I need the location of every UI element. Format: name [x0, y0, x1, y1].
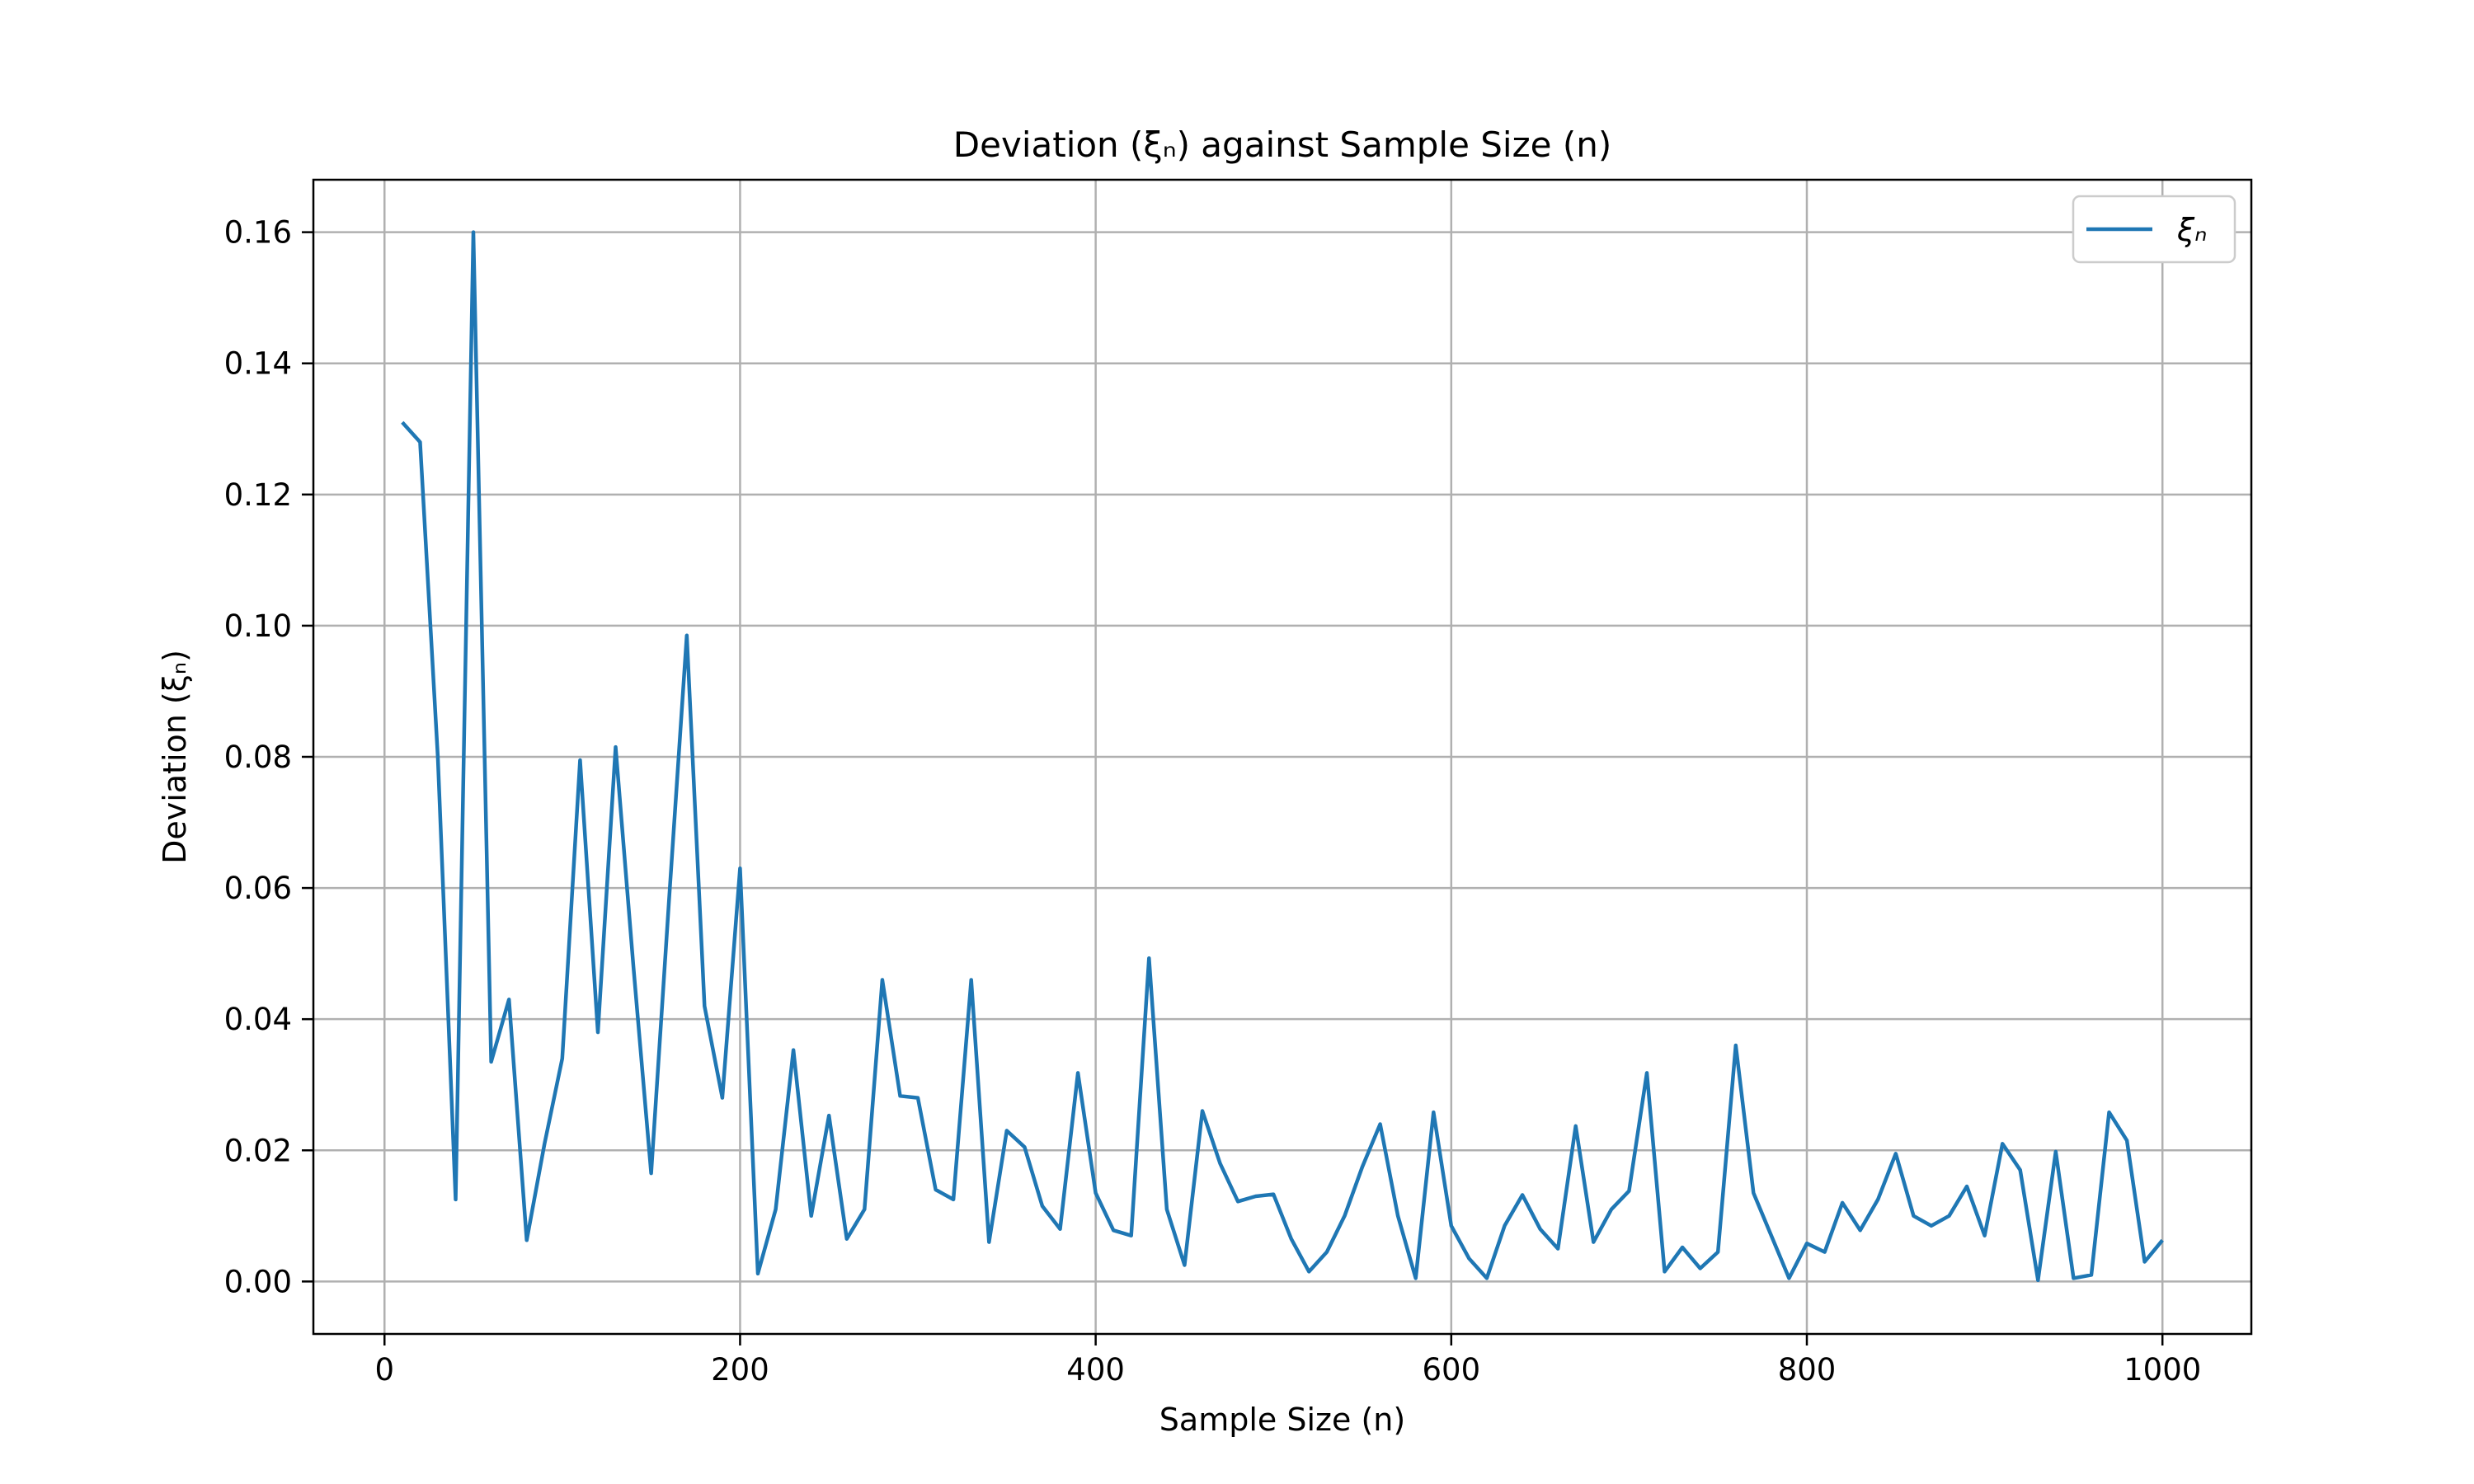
x-tick-label: 0	[374, 1352, 394, 1388]
legend-box	[2072, 195, 2236, 264]
y-tick-label: 0.06	[224, 871, 292, 906]
series-layer	[401, 230, 2164, 1283]
x-tick-label: 1000	[2124, 1352, 2201, 1388]
y-tick-label: 0.02	[224, 1133, 292, 1168]
y-tick-label: 0.16	[224, 215, 292, 251]
y-tick-label: 0.14	[224, 346, 292, 382]
y-tick-label: 0.04	[224, 1002, 292, 1037]
x-axis-label: Sample Size (n)	[1159, 1402, 1405, 1438]
legend: ξₙ	[2072, 195, 2236, 264]
y-axis-label: Deviation (ξₙ)	[157, 650, 193, 864]
series-line-0	[401, 230, 2164, 1283]
x-tick-label: 200	[711, 1352, 769, 1388]
y-tick-label: 0.10	[224, 608, 292, 644]
x-tick-label: 400	[1066, 1352, 1125, 1388]
x-tick-label: 800	[1778, 1352, 1837, 1388]
y-tick-label: 0.08	[224, 740, 292, 775]
chart-title: Deviation (ξₙ) against Sample Size (n)	[953, 124, 1611, 165]
legend-label-series-0: ξₙ	[2176, 212, 2207, 248]
y-tick-label: 0.00	[224, 1264, 292, 1299]
x-tick-label: 600	[1423, 1352, 1481, 1388]
y-tick-label: 0.12	[224, 477, 292, 513]
ticks-layer: 0 200 400 600 800 1000 0.00 0.02 0.04 0.06 0.08 0.1…	[224, 215, 2202, 1388]
